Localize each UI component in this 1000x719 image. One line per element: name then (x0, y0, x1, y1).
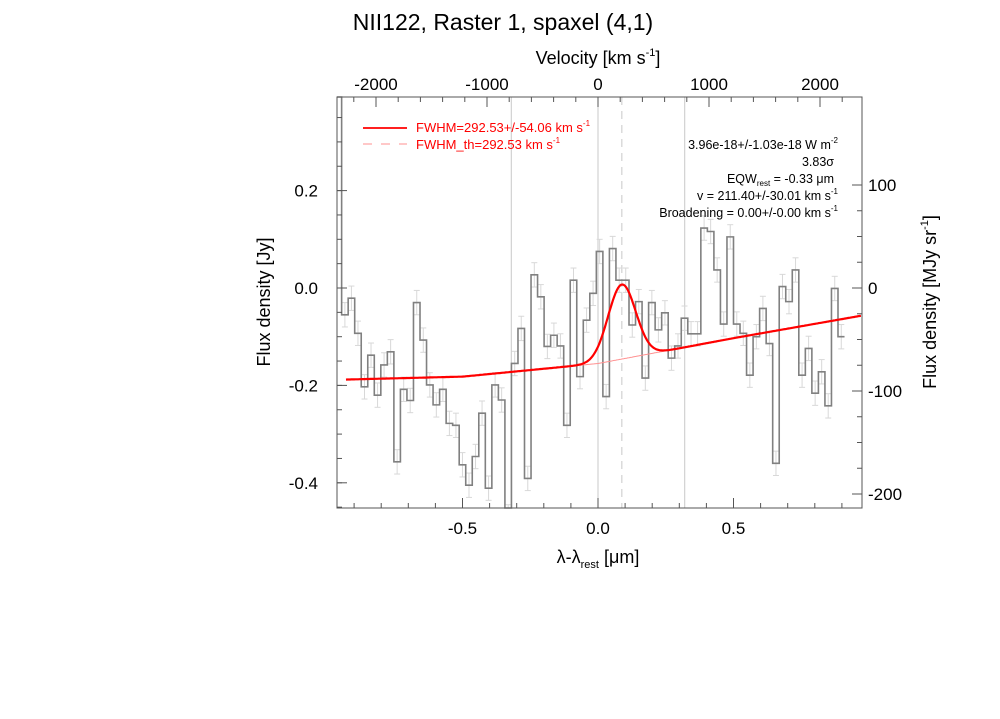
legend-fwhm: FWHM=292.53+/-54.06 km s-1 (416, 119, 591, 135)
top-axis-label: Velocity [km s-1] (536, 47, 661, 68)
plot-frame (336, 96, 863, 509)
legend-fwhm-th: FWHM_th=292.53 km s-1 (416, 136, 561, 152)
y-tick-label: 0.0 (294, 279, 318, 298)
x2-tick-label: 1000 (690, 75, 728, 94)
fit-line (345, 283, 862, 381)
x2-tick-label: -1000 (465, 75, 508, 94)
x2-tick-label: -2000 (354, 75, 397, 94)
x-tick-label: 0.5 (722, 519, 746, 538)
annotation-eqw: EQWrest = -0.33 μm (727, 172, 834, 188)
y2-tick-label: -100 (868, 382, 902, 401)
annotation-flux: 3.96e-18+/-1.03e-18 W m-2 (688, 136, 838, 152)
annotation-velocity: v = 211.40+/-30.01 km s-1 (697, 187, 839, 203)
y2-tick-label: -200 (868, 485, 902, 504)
annotation-sigma: 3.83σ (802, 155, 834, 169)
x-tick-label: -0.5 (448, 519, 477, 538)
x-axis-label: λ-λrest [μm] (557, 547, 640, 571)
fit-annotations: 3.96e-18+/-1.03e-18 W m-2 3.83σ EQWrest … (659, 136, 838, 220)
y-tick-label: -0.4 (289, 474, 318, 493)
spectrum-histogram (337, 96, 845, 509)
x2-tick-label: 0 (593, 75, 602, 94)
x-tick-label: 0.0 (586, 519, 610, 538)
x2-tick-label: 2000 (801, 75, 839, 94)
y-axis-label: Flux density [Jy] (254, 237, 274, 366)
annotation-broadening: Broadening = 0.00+/-0.00 km s-1 (659, 204, 838, 220)
y-tick-label: -0.2 (289, 376, 318, 395)
y2-axis-label: Flux density [MJy sr-1] (919, 215, 940, 389)
chart-title: NII122, Raster 1, spaxel (4,1) (353, 9, 653, 35)
legend: FWHM=292.53+/-54.06 km s-1 FWHM_th=292.5… (363, 119, 591, 152)
y-tick-label: 0.2 (294, 182, 318, 201)
y2-tick-label: 0 (868, 279, 877, 298)
y2-tick-label: 100 (868, 176, 896, 195)
